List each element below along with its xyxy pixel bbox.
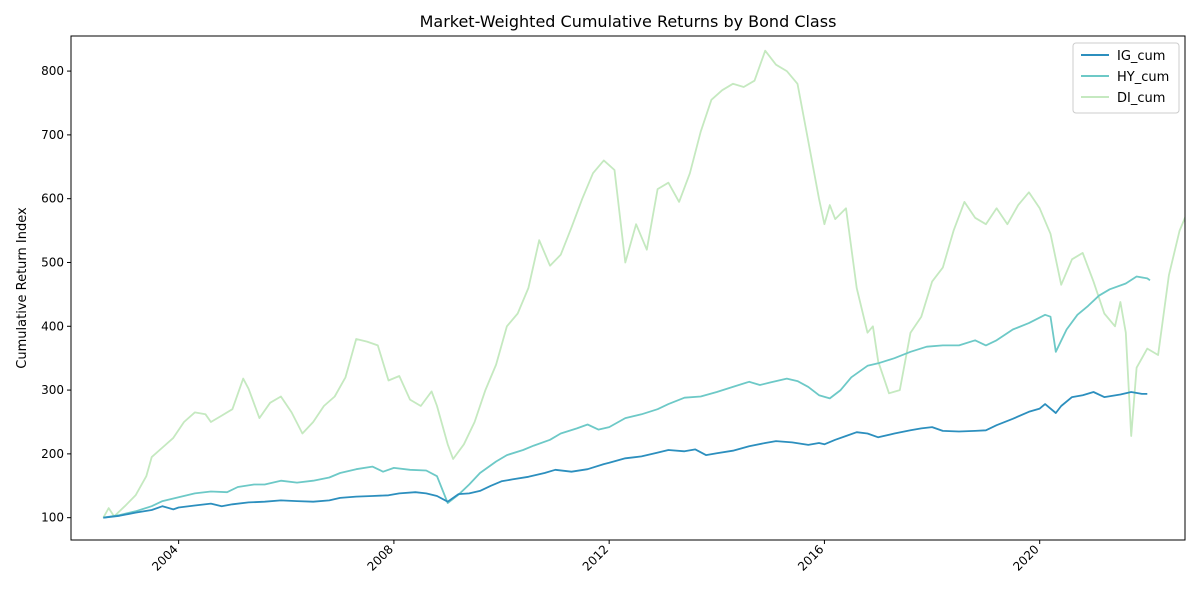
legend-label: IG_cum <box>1117 49 1165 64</box>
y-axis-label: Cumulative Return Index <box>15 207 30 369</box>
y-axis-ticks: 100 200 300 400 500 600 700 800 <box>41 64 71 525</box>
y-tick-label: 600 <box>41 192 64 206</box>
plot-frame <box>70 35 1186 541</box>
y-tick-label: 400 <box>41 319 64 333</box>
y-tick-label: 300 <box>41 383 64 397</box>
x-tick-label: 2020 <box>1010 542 1041 573</box>
series-line-hy-cum <box>103 275 1151 519</box>
legend-label: DI_cum <box>1117 91 1165 106</box>
legend-label: HY_cum <box>1117 70 1169 85</box>
x-axis-ticks: 2004 2008 2012 2016 2020 <box>149 540 1042 574</box>
x-tick-label: 2012 <box>580 542 611 573</box>
series-line-ig-cum <box>103 391 1148 519</box>
legend: IG_cum HY_cum DI_cum <box>1072 42 1180 114</box>
x-tick-label: 2004 <box>149 542 180 573</box>
y-tick-label: 700 <box>41 128 64 142</box>
y-tick-label: 500 <box>41 255 64 269</box>
y-tick-label: 100 <box>41 511 64 525</box>
x-tick-label: 2008 <box>365 542 396 573</box>
legend-box <box>1072 42 1180 114</box>
y-tick-label: 800 <box>41 64 64 78</box>
chart-title: Market-Weighted Cumulative Returns by Bo… <box>420 12 837 31</box>
series-layer <box>102 49 1185 519</box>
x-tick-label: 2016 <box>795 542 826 573</box>
series-line-di-cum <box>102 49 1185 519</box>
y-tick-label: 200 <box>41 447 64 461</box>
